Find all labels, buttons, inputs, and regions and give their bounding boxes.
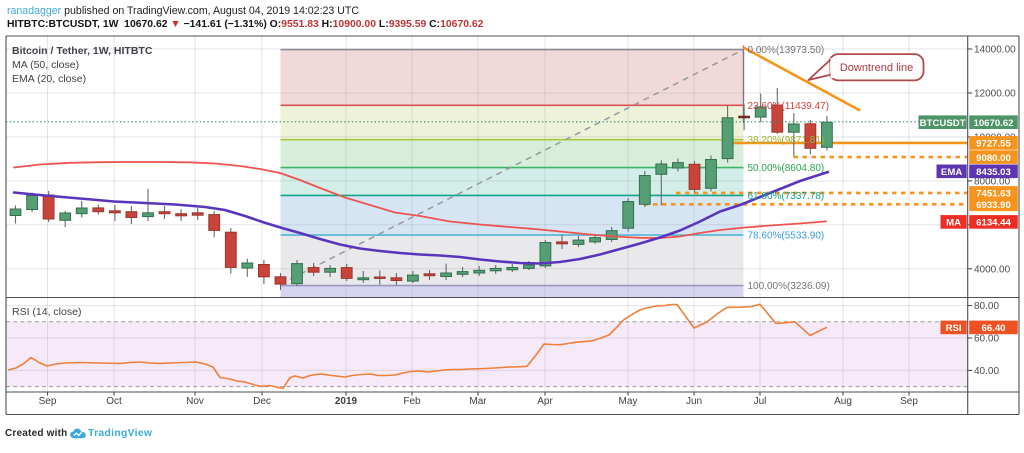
svg-text:4000.00: 4000.00 <box>974 264 1011 275</box>
svg-text:12000.00: 12000.00 <box>974 89 1016 100</box>
svg-text:Jun: Jun <box>686 396 702 407</box>
svg-text:9727.55: 9727.55 <box>976 139 1011 150</box>
svg-text:Aug: Aug <box>834 396 852 407</box>
svg-text:50.00%(8604.80): 50.00%(8604.80) <box>748 163 825 174</box>
svg-text:7451.63: 7451.63 <box>976 189 1011 200</box>
svg-text:6134.44: 6134.44 <box>976 218 1011 229</box>
svg-text:40.00: 40.00 <box>974 366 999 377</box>
svg-text:60.00: 60.00 <box>974 334 999 345</box>
svg-text:66.40: 66.40 <box>981 323 1005 334</box>
svg-text:9080.00: 9080.00 <box>976 153 1011 164</box>
svg-text:Jul: Jul <box>754 396 767 407</box>
svg-text:Apr: Apr <box>537 396 553 407</box>
svg-text:0.00%(13973.50): 0.00%(13973.50) <box>748 45 825 56</box>
svg-text:80.00: 80.00 <box>974 301 999 312</box>
svg-text:EMA: EMA <box>941 167 962 178</box>
svg-text:38.20%(9871.81): 38.20%(9871.81) <box>748 135 825 146</box>
svg-text:Feb: Feb <box>403 396 421 407</box>
svg-text:May: May <box>619 396 638 407</box>
svg-text:8000.00: 8000.00 <box>974 176 1011 187</box>
svg-text:Oct: Oct <box>106 396 122 407</box>
svg-text:Downtrend line: Downtrend line <box>840 62 913 74</box>
svg-text:Nov: Nov <box>186 396 204 407</box>
svg-text:78.60%(5533.90): 78.60%(5533.90) <box>748 231 825 242</box>
svg-text:Sep: Sep <box>900 396 918 407</box>
svg-text:2019: 2019 <box>335 396 358 407</box>
svg-text:Mar: Mar <box>469 396 487 407</box>
svg-text:10670.62: 10670.62 <box>973 118 1013 129</box>
svg-text:23.60%(11439.47): 23.60%(11439.47) <box>748 101 830 112</box>
svg-text:Sep: Sep <box>39 396 57 407</box>
svg-text:100.00%(3236.09): 100.00%(3236.09) <box>748 281 830 292</box>
svg-text:8435.03: 8435.03 <box>976 167 1011 178</box>
svg-text:MA: MA <box>946 218 961 229</box>
svg-text:BTCUSDT: BTCUSDT <box>920 118 966 129</box>
svg-text:RSI: RSI <box>946 323 962 334</box>
svg-text:Dec: Dec <box>253 396 271 407</box>
svg-text:6933.90: 6933.90 <box>976 200 1011 211</box>
svg-text:14000.00: 14000.00 <box>974 45 1016 56</box>
svg-text:61.80%(7337.78): 61.80%(7337.78) <box>748 191 825 202</box>
